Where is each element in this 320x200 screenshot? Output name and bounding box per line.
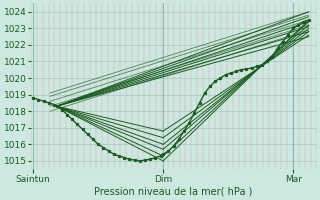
X-axis label: Pression niveau de la mer( hPa ): Pression niveau de la mer( hPa ) bbox=[94, 187, 253, 197]
